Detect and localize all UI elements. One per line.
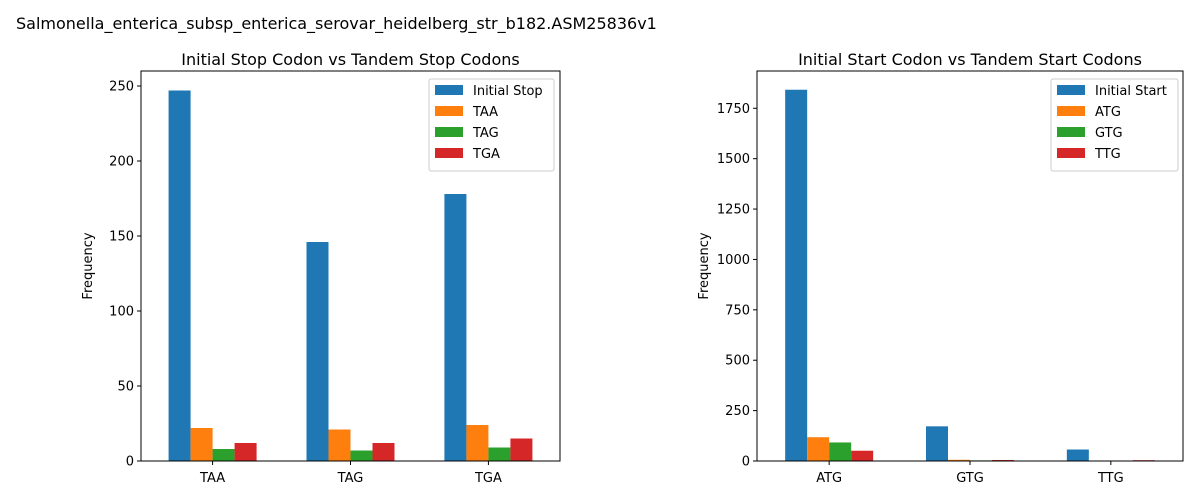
legend-label: TAG (472, 126, 499, 141)
y-tick-label: 100 (109, 305, 134, 320)
y-tick-label: 1500 (717, 152, 750, 167)
legend-label: TAA (472, 105, 498, 120)
y-tick-label: 0 (742, 455, 750, 470)
legend-label: ATG (1095, 105, 1121, 120)
y-tick-label: 750 (725, 303, 750, 318)
legend-label: TGA (472, 147, 500, 162)
legend-swatch (1057, 85, 1085, 95)
legend-swatch (435, 106, 463, 116)
x-tick-label: ATG (816, 471, 842, 486)
bar-tga-taa (234, 443, 257, 461)
bar-ttg-gtg (992, 459, 1014, 461)
legend-swatch (435, 85, 463, 95)
bar-initial-stop-tag (306, 242, 329, 461)
x-tick-label: TAG (337, 471, 364, 486)
bar-initial-start-atg (785, 89, 808, 461)
bar-initial-stop-taa (168, 90, 191, 461)
bar-tag-tag (350, 450, 373, 461)
bar-gtg-atg (829, 442, 852, 461)
bar-initial-start-gtg (926, 426, 948, 461)
y-tick-label: 50 (117, 380, 134, 395)
y-tick-label: 0 (126, 455, 134, 470)
figure-title: Salmonella_enterica_subsp_enterica_serov… (16, 14, 657, 34)
bar-tag-taa (212, 449, 235, 461)
bar-atg-atg (807, 437, 830, 461)
legend-label: Initial Start (1095, 84, 1167, 99)
bar-tga-tga (510, 438, 533, 461)
legend-label: TTG (1094, 147, 1121, 162)
y-tick-label: 250 (109, 80, 134, 95)
legend-label: Initial Stop (473, 84, 543, 99)
y-tick-label: 200 (109, 155, 134, 170)
bar-initial-stop-tga (444, 194, 467, 461)
start-codon-chart: Initial Start Codon vs Tandem Start Codo… (697, 50, 1184, 486)
legend-swatch (1057, 127, 1085, 137)
chart-title: Initial Start Codon vs Tandem Start Codo… (798, 50, 1142, 69)
legend-swatch (435, 127, 463, 137)
bar-tag-tga (488, 447, 511, 461)
stop-codon-chart: Initial Stop Codon vs Tandem Stop Codons… (81, 50, 561, 486)
bar-initial-start-ttg (1066, 449, 1089, 461)
y-tick-label: 250 (725, 404, 750, 419)
x-tick-label: TTG (1097, 471, 1124, 486)
bar-taa-taa (190, 428, 213, 461)
y-tick-label: 500 (725, 354, 750, 369)
y-axis-label: Frequency (81, 232, 96, 299)
legend-swatch (1057, 148, 1085, 158)
bar-atg-gtg (948, 459, 970, 461)
y-tick-label: 1750 (717, 102, 750, 117)
chart-title: Initial Stop Codon vs Tandem Stop Codons (181, 50, 519, 69)
y-tick-label: 1250 (717, 203, 750, 218)
legend-label: GTG (1095, 126, 1123, 141)
legend-swatch (435, 148, 463, 158)
bar-taa-tga (466, 425, 489, 461)
y-tick-label: 150 (109, 230, 134, 245)
bar-taa-tag (328, 429, 351, 461)
x-tick-label: TGA (474, 471, 502, 486)
y-tick-label: 1000 (717, 253, 750, 268)
bar-tga-tag (372, 443, 395, 461)
legend-swatch (1057, 106, 1085, 116)
y-axis-label: Frequency (697, 232, 712, 299)
x-tick-label: TAA (199, 471, 225, 486)
x-tick-label: GTG (956, 471, 984, 486)
bar-ttg-atg (851, 450, 874, 461)
